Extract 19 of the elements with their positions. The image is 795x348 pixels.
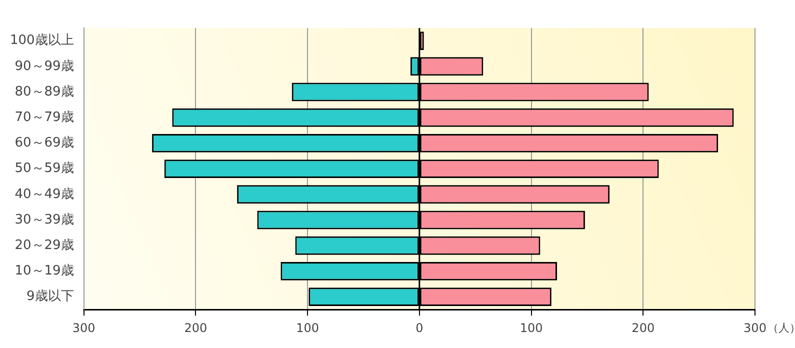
x-tick-label: 100 bbox=[520, 320, 543, 335]
x-tick-label: 0 bbox=[416, 320, 424, 335]
y-tick-label: 40～49歳 bbox=[14, 186, 74, 202]
y-tick-label: 100歳以上 bbox=[10, 33, 74, 48]
y-tick-label: 70～79歳 bbox=[14, 110, 74, 125]
y-tick-label: 9歳以下 bbox=[26, 289, 74, 304]
y-tick-label: 10～19歳 bbox=[14, 264, 74, 279]
y-tick-label: 60～69歳 bbox=[14, 136, 74, 151]
x-tick-label: 200 bbox=[632, 320, 655, 335]
y-tick-label: 30～39歳 bbox=[14, 212, 74, 228]
y-tick-label: 50～59歳 bbox=[14, 161, 74, 176]
y-tick-label: 20～29歳 bbox=[14, 238, 74, 253]
x-tick-label: 300 bbox=[744, 320, 766, 335]
x-tick-label: 300 bbox=[72, 320, 96, 335]
y-tick-label: 90～99歳 bbox=[14, 58, 74, 74]
x-tick-label: 100 bbox=[296, 320, 319, 335]
x-tick-label: 200 bbox=[184, 320, 208, 335]
x-axis-title: （人） bbox=[767, 322, 795, 335]
y-tick-label: 80～89歳 bbox=[14, 84, 74, 100]
